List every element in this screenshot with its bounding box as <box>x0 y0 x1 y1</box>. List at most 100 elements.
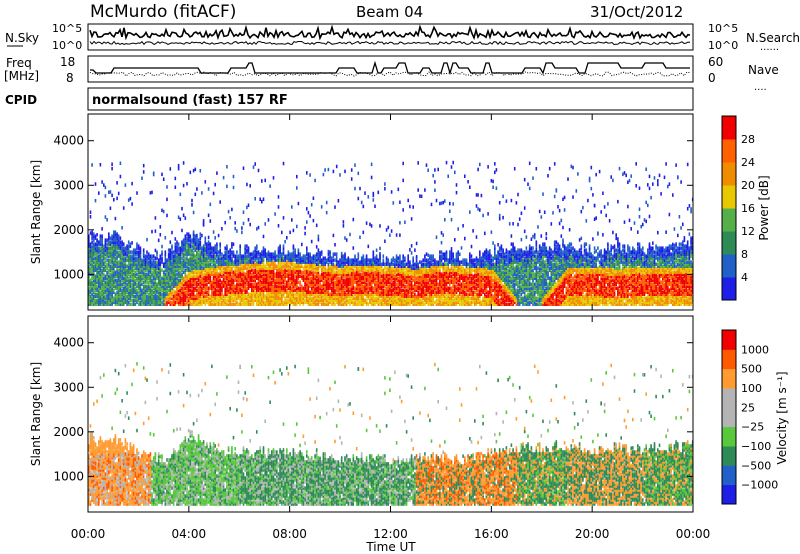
power-cell <box>169 300 172 304</box>
power-cell <box>154 280 157 284</box>
power-cell <box>109 300 112 304</box>
power-cell <box>99 298 102 302</box>
power-cell <box>149 258 152 262</box>
power-cell <box>369 286 371 290</box>
power-cell <box>136 262 138 266</box>
power-cell <box>234 284 236 288</box>
power-cell <box>209 302 212 306</box>
power-cell <box>187 268 190 272</box>
power-cell <box>142 274 145 278</box>
power-cell <box>241 302 243 306</box>
power-cell <box>103 292 105 296</box>
power-cell <box>151 270 153 274</box>
power-cell <box>117 268 120 272</box>
power-cell <box>352 290 355 294</box>
power-cell <box>159 254 162 258</box>
power-cell <box>191 203 193 207</box>
power-cell <box>91 282 93 286</box>
power-cell <box>161 278 163 282</box>
power-cell <box>172 270 175 274</box>
power-cell <box>124 290 127 294</box>
power-cell <box>349 232 351 237</box>
power-cell <box>172 282 175 286</box>
power-cell <box>149 280 152 284</box>
power-cell <box>334 270 336 274</box>
power-cell <box>114 280 117 284</box>
power-cell <box>172 256 175 260</box>
power-cell <box>98 296 100 300</box>
power-cell <box>194 286 197 290</box>
power-cell <box>142 302 145 306</box>
power-cell <box>309 290 311 294</box>
power-cell <box>117 264 120 268</box>
power-cell <box>126 272 128 276</box>
power-cell <box>122 270 125 274</box>
power-cell <box>286 260 288 264</box>
power-cell <box>113 268 115 272</box>
power-cell <box>354 254 356 258</box>
power-cell <box>104 286 107 290</box>
power-cell <box>137 280 140 284</box>
power-cell <box>284 254 286 258</box>
power-cell <box>202 219 205 223</box>
power-cell <box>101 274 103 278</box>
power-cell <box>132 254 135 258</box>
power-cell <box>197 302 200 306</box>
power-cell <box>395 298 398 302</box>
power-cell <box>114 286 117 290</box>
power-cell <box>181 282 183 286</box>
power-cell <box>207 274 210 278</box>
power-cell <box>335 164 338 169</box>
power-cell <box>136 282 138 286</box>
power-cell <box>209 284 212 288</box>
power-cell <box>202 254 205 258</box>
power-cell <box>88 262 90 266</box>
power-cell <box>231 302 233 306</box>
power-cell <box>199 254 202 258</box>
power-cell <box>122 296 125 300</box>
power-cell <box>181 240 183 244</box>
power-cell <box>111 236 113 240</box>
power-cell <box>146 260 148 264</box>
power-cell <box>154 266 157 270</box>
power-cell <box>114 284 117 288</box>
power-cell <box>111 270 113 274</box>
power-cell <box>88 280 90 284</box>
power-cell <box>264 248 266 252</box>
power-cell <box>206 264 208 268</box>
power-cell <box>159 296 162 300</box>
power-cell <box>199 266 202 270</box>
power-cell <box>199 232 202 236</box>
power-cell <box>96 240 98 244</box>
power-cell <box>176 258 178 262</box>
power-cell <box>147 284 150 288</box>
power-cell <box>212 292 215 296</box>
power-cell <box>149 276 152 280</box>
power-cell <box>104 246 107 250</box>
power-cell <box>88 286 90 290</box>
power-cell <box>91 292 93 296</box>
power-cell <box>141 272 143 276</box>
power-cell <box>242 292 245 296</box>
power-cell <box>157 292 160 296</box>
power-cell <box>119 244 122 248</box>
power-cell <box>236 282 238 286</box>
power-cell <box>116 238 118 242</box>
power-cell <box>147 300 150 304</box>
power-cell <box>204 258 207 262</box>
power-cell <box>221 256 223 260</box>
power-cell <box>194 298 197 302</box>
power-cell <box>93 234 95 238</box>
power-cell <box>117 278 120 282</box>
power-cell <box>171 250 173 254</box>
power-cell <box>196 187 198 191</box>
power-cell <box>274 250 276 254</box>
power-cell <box>103 290 105 294</box>
power-cell <box>167 254 170 258</box>
power-cell <box>134 296 137 300</box>
power-cell <box>159 302 162 306</box>
power-cell <box>184 240 187 244</box>
power-cell <box>176 280 178 284</box>
power-cell <box>199 280 202 284</box>
power-cell <box>214 302 216 306</box>
